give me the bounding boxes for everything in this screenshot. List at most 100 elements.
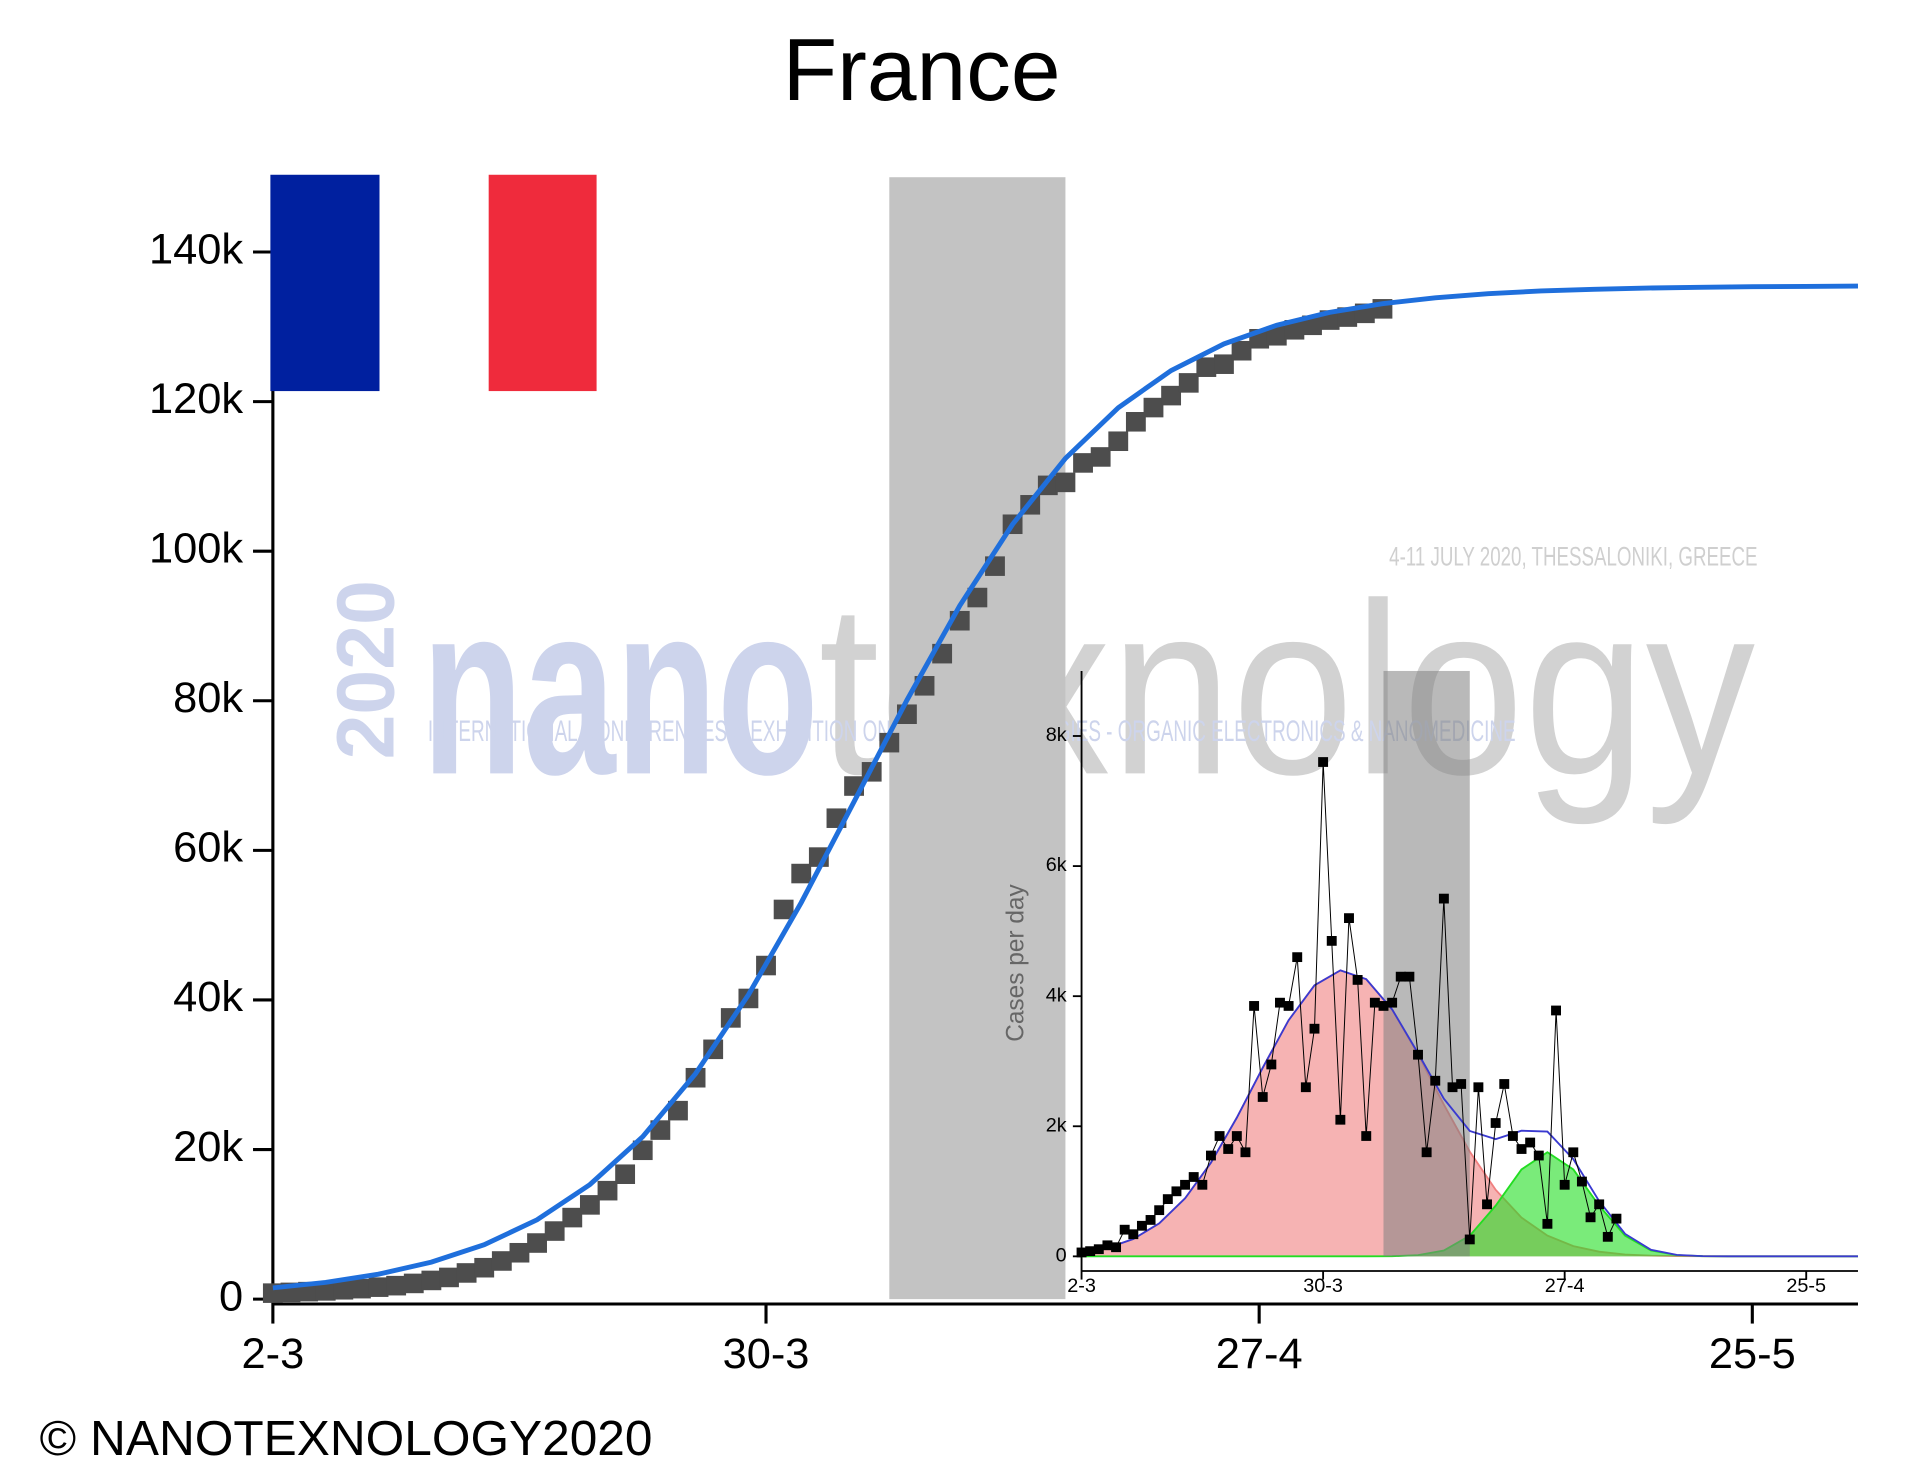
marker [1404, 971, 1415, 982]
marker [1111, 1242, 1122, 1253]
marker [1525, 1137, 1536, 1148]
marker [1102, 1240, 1113, 1251]
marker [1482, 1199, 1492, 1210]
marker [1438, 893, 1449, 904]
marker [1533, 1150, 1544, 1161]
marker [1205, 1150, 1216, 1161]
marker [1223, 1144, 1234, 1154]
y-tick-label: 80k [173, 674, 243, 722]
marker [791, 863, 812, 884]
marker [456, 1263, 477, 1283]
marker [1214, 354, 1234, 374]
marker [1275, 997, 1285, 1008]
highlight-band [1383, 670, 1470, 1257]
marker [579, 1195, 600, 1215]
marker [1093, 1244, 1104, 1255]
marker [1326, 935, 1337, 946]
marker [1178, 373, 1199, 393]
main-chart: 0 20k 40k 60k 80k 100k 120k 140k 2-3 30-3 27-4 25-5 [149, 177, 1859, 1378]
marker [1073, 453, 1093, 473]
y-tick-label: 2k [1046, 1115, 1067, 1137]
watermark-brand: nano [422, 553, 819, 826]
marker [1180, 1179, 1191, 1190]
marker [1430, 1075, 1441, 1086]
marker [368, 1277, 389, 1297]
marker [1413, 1049, 1423, 1060]
marker [1387, 997, 1398, 1008]
marker [1085, 1246, 1096, 1257]
marker [1055, 472, 1076, 493]
marker [439, 1267, 459, 1288]
marker [1378, 1001, 1389, 1011]
marker [597, 1180, 618, 1201]
marker [1196, 357, 1217, 377]
marker [1249, 1001, 1260, 1011]
marker [1352, 975, 1363, 985]
y-tick-label: 140k [149, 226, 244, 274]
marker [1300, 1082, 1311, 1093]
footer: © NANOTEXNOLOGY2020 [40, 1411, 653, 1466]
marker [1585, 1212, 1596, 1223]
x-tick-label: 27-4 [1545, 1275, 1585, 1297]
y-tick-label: 120k [149, 375, 244, 423]
marker [527, 1233, 547, 1253]
marker [615, 1164, 636, 1184]
marker [632, 1140, 653, 1161]
marker [1318, 757, 1329, 767]
marker [1473, 1082, 1484, 1093]
line [1081, 969, 1858, 1258]
marker [1568, 1147, 1579, 1158]
marker [1464, 1234, 1475, 1245]
marker [1162, 1194, 1173, 1204]
marker [1395, 971, 1406, 982]
marker [1447, 1082, 1458, 1093]
marker [1292, 952, 1303, 963]
marker [1231, 1131, 1242, 1141]
marker [1507, 1131, 1518, 1141]
marker [474, 1257, 495, 1278]
marker [1559, 1179, 1570, 1190]
flag-red [488, 174, 597, 392]
y-axis-label: Cases per day [1002, 884, 1029, 1042]
marker [1490, 1118, 1501, 1128]
x-tick-label: 30-3 [723, 1330, 810, 1378]
marker [1257, 1092, 1268, 1102]
marker [1143, 397, 1164, 418]
marker [1171, 1186, 1182, 1197]
marker [1128, 1229, 1139, 1240]
marker [1576, 1176, 1587, 1187]
marker [562, 1207, 583, 1228]
marker [509, 1242, 530, 1263]
marker [421, 1270, 442, 1291]
y-tick-label: 0 [1056, 1245, 1067, 1267]
marker [1499, 1079, 1510, 1089]
marker [1197, 1179, 1208, 1190]
marker [1611, 1213, 1622, 1224]
marker [1154, 1205, 1165, 1216]
marker [967, 587, 988, 608]
marker [1161, 385, 1182, 406]
marker [351, 1278, 371, 1299]
y-tick-label: 20k [173, 1123, 243, 1171]
marker [1119, 1224, 1130, 1235]
marker [1188, 1172, 1199, 1182]
marker [1090, 447, 1111, 467]
y-tick-label: 60k [173, 824, 243, 872]
marker [403, 1273, 424, 1294]
marker [1361, 1131, 1372, 1141]
x-tick-label: 2-3 [1067, 1275, 1096, 1297]
marker [1335, 1114, 1346, 1125]
marker [1284, 320, 1305, 340]
y-tick-label: 40k [173, 974, 243, 1022]
marker [1266, 325, 1287, 346]
x-tick-label: 25-5 [1709, 1330, 1796, 1378]
marker [1145, 1215, 1156, 1225]
x-tick-label: 2-3 [242, 1330, 305, 1378]
marker [1214, 1131, 1225, 1141]
marker [773, 899, 794, 920]
y-tick-label: 6k [1046, 854, 1067, 876]
marker [1309, 1023, 1320, 1034]
marker [1108, 431, 1129, 452]
